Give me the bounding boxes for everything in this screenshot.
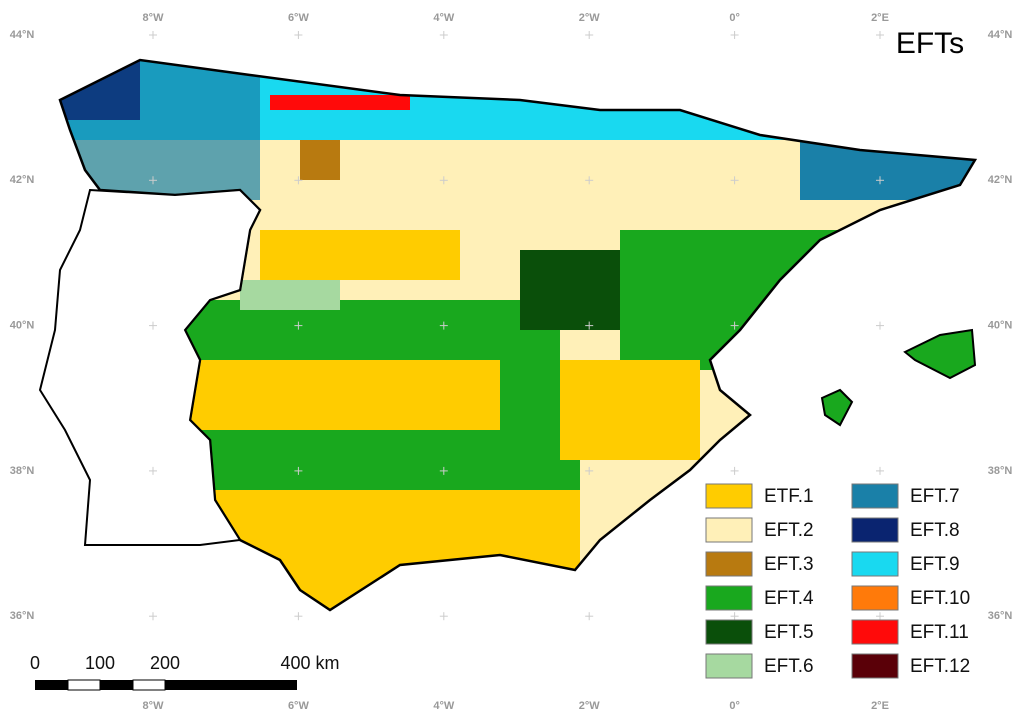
lon-label: 8°W [143, 700, 165, 712]
legend-label: EFT.5 [764, 622, 814, 643]
lat-label: 38°N [10, 465, 35, 477]
legend-label: EFT.8 [910, 520, 960, 541]
scale-label: 400 km [280, 653, 339, 673]
scale-label: 200 [150, 653, 180, 673]
lon-label: 4°W [433, 700, 455, 712]
lon-label: 8°W [143, 12, 165, 24]
scale-segment [35, 680, 68, 690]
legend-label: EFT.10 [910, 588, 970, 609]
lon-label: 2°E [871, 12, 889, 24]
scale-segment [132, 679, 166, 691]
lat-label: 36°N [10, 610, 35, 622]
mallorca [903, 328, 977, 380]
lat-label: 42°N [10, 174, 35, 186]
lon-label: 2°W [579, 12, 601, 24]
legend-swatch [851, 653, 899, 679]
legend-label: EFT.11 [910, 622, 969, 643]
scale-label: 100 [85, 653, 115, 673]
legend-label: ETF.1 [764, 486, 814, 507]
legend-swatch [705, 551, 753, 577]
scale-segment [100, 680, 133, 690]
scale-segment [165, 680, 297, 690]
legend-label: EFT.12 [910, 656, 970, 677]
lon-label: 0° [729, 700, 740, 712]
ibiza [820, 388, 854, 427]
legend-swatch [705, 619, 753, 645]
legend-swatch [851, 585, 899, 611]
lat-label: 44°N [988, 29, 1013, 41]
scale-segment [67, 679, 101, 691]
legend-swatch [705, 653, 753, 679]
lat-label: 44°N [10, 29, 35, 41]
legend-label: EFT.6 [764, 656, 814, 677]
lon-label: 6°W [288, 12, 310, 24]
lat-label: 42°N [988, 174, 1013, 186]
legend-swatch [851, 619, 899, 645]
lon-label: 2°E [871, 700, 889, 712]
lat-label: 40°N [10, 320, 35, 332]
scale-bar [35, 679, 297, 691]
lon-label: 4°W [433, 12, 455, 24]
legend-label: EFT.2 [764, 520, 814, 541]
portugal-outline [38, 188, 262, 546]
legend-swatch [851, 483, 899, 509]
legend-swatch [851, 517, 899, 543]
lon-label: 6°W [288, 700, 310, 712]
lat-label: 36°N [988, 610, 1013, 622]
map-title: EFTs [896, 27, 964, 60]
legend-swatch [851, 551, 899, 577]
lat-label: 38°N [988, 465, 1013, 477]
lat-label: 40°N [988, 320, 1013, 332]
lon-label: 0° [729, 12, 740, 24]
lon-label: 2°W [579, 700, 601, 712]
legend-label: EFT.7 [910, 486, 960, 507]
legend-label: EFT.4 [764, 588, 814, 609]
legend-swatch [705, 585, 753, 611]
legend-swatch [705, 483, 753, 509]
legend-label: EFT.9 [910, 554, 960, 575]
legend-label: EFT.3 [764, 554, 814, 575]
scale-label: 0 [30, 653, 40, 673]
legend-swatch [705, 517, 753, 543]
